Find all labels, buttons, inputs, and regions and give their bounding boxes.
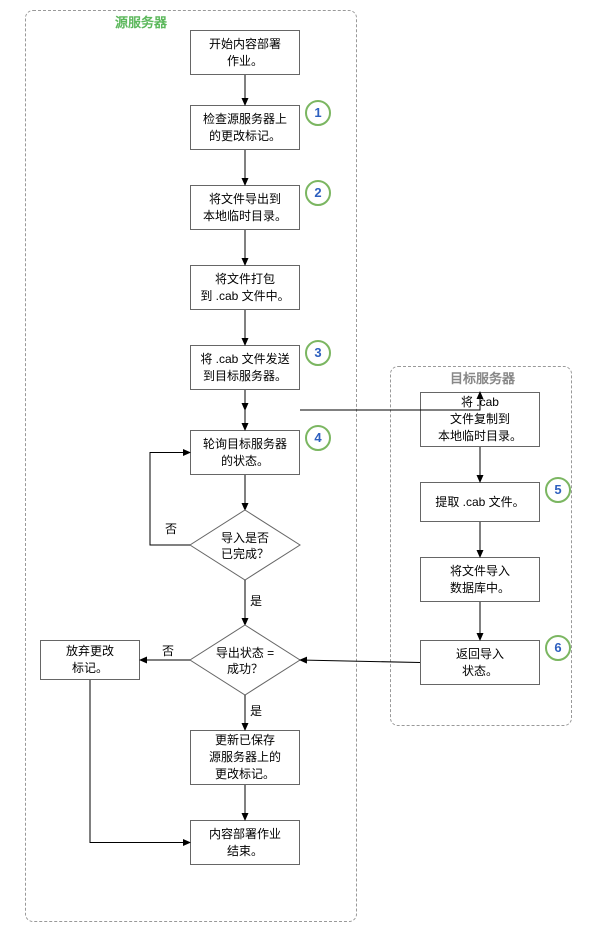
label-yes-1: 是 [250, 592, 262, 609]
annotation-6: 6 [545, 635, 571, 661]
node-extract-cab: 提取 .cab 文件。 [420, 482, 540, 522]
node-export-files: 将文件导出到本地临时目录。 [190, 185, 300, 230]
label-no-1: 否 [165, 520, 177, 537]
node-package-cab: 将文件打包到 .cab 文件中。 [190, 265, 300, 310]
label-no-2: 否 [162, 642, 174, 659]
annotation-3: 3 [305, 340, 331, 366]
node-poll-status: 轮询目标服务器的状态。 [190, 430, 300, 475]
target-server-title: 目标服务器 [450, 368, 515, 387]
annotation-5: 5 [545, 477, 571, 503]
annotation-4: 4 [305, 425, 331, 451]
source-server-title: 源服务器 [115, 12, 167, 31]
node-end: 内容部署作业结束。 [190, 820, 300, 865]
node-discard-marker: 放弃更改标记。 [40, 640, 140, 680]
label-yes-2: 是 [250, 702, 262, 719]
annotation-1: 1 [305, 100, 331, 126]
node-update-marker: 更新已保存源服务器上的更改标记。 [190, 730, 300, 785]
node-start: 开始内容部署作业。 [190, 30, 300, 75]
node-import-db: 将文件导入数据库中。 [420, 557, 540, 602]
annotation-2: 2 [305, 180, 331, 206]
node-send-cab: 将 .cab 文件发送到目标服务器。 [190, 345, 300, 390]
node-return-status: 返回导入状态。 [420, 640, 540, 685]
node-copy-cab: 将 .cab文件复制到本地临时目录。 [420, 392, 540, 447]
node-check-marker: 检查源服务器上的更改标记。 [190, 105, 300, 150]
